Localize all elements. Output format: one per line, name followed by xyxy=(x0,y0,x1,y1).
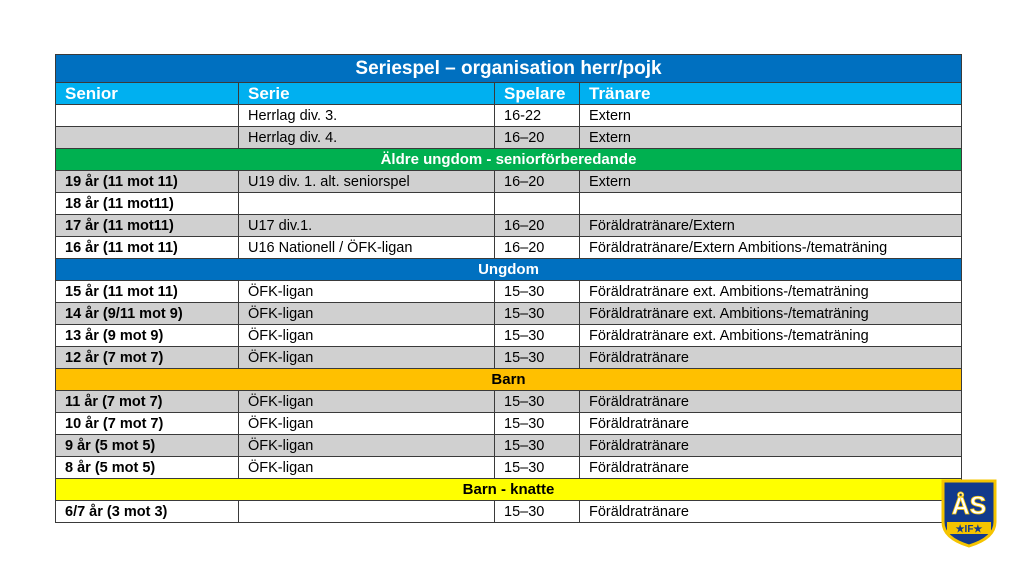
table-row: 11 år (7 mot 7) ÖFK-ligan 15–30 Föräldraträ… xyxy=(55,390,963,413)
cell-serie: U17 div.1. xyxy=(238,214,495,237)
cell-spelare: 16–20 xyxy=(494,214,580,237)
cell-spelare: 15–30 xyxy=(494,324,580,347)
cell-spelare: 15–30 xyxy=(494,434,580,457)
cell-serie: ÖFK-ligan xyxy=(238,456,495,479)
cell-tranare: Föräldratränare xyxy=(578,390,963,413)
cell-senior: 17 år (11 mot11) xyxy=(55,214,239,237)
cell-tranare: Extern xyxy=(578,104,963,127)
organisation-table: Seriespel – organisation herr/pojk Senio… xyxy=(54,54,963,523)
section-header: Barn xyxy=(54,368,963,391)
cell-tranare: Föräldratränare xyxy=(578,456,963,479)
cell-spelare: 16–20 xyxy=(494,170,580,193)
cell-serie: ÖFK-ligan xyxy=(238,412,495,435)
cell-tranare: Föräldratränare ext. Ambitions-/tematrän… xyxy=(578,324,963,347)
cell-senior: 11 år (7 mot 7) xyxy=(55,390,239,413)
table-row: Herrlag div. 4. 16–20 Extern xyxy=(55,126,963,149)
column-header-serie: Serie xyxy=(238,82,495,105)
cell-serie: ÖFK-ligan xyxy=(238,280,495,303)
section-header: Barn - knatte xyxy=(54,478,963,501)
table-row: 16 år (11 mot 11) U16 Nationell / ÖFK-lig… xyxy=(55,236,963,259)
section-header-row: Barn xyxy=(54,368,963,391)
cell-senior xyxy=(55,126,239,149)
cell-spelare: 15–30 xyxy=(494,346,580,369)
cell-senior: 9 år (5 mot 5) xyxy=(55,434,239,457)
logo-text: ÅS xyxy=(952,491,987,520)
column-header-tranare: Tränare xyxy=(578,82,963,105)
table-row: Herrlag div. 3. 16-22 Extern xyxy=(55,104,963,127)
cell-senior: 13 år (9 mot 9) xyxy=(55,324,239,347)
table-row: 10 år (7 mot 7) ÖFK-ligan 15–30 Föräldraträ… xyxy=(55,412,963,435)
cell-senior: 19 år (11 mot 11) xyxy=(55,170,239,193)
logo-subtext: ★IF★ xyxy=(956,524,983,535)
cell-tranare: Föräldratränare ext. Ambitions-/tematrän… xyxy=(578,280,963,303)
cell-senior: 18 år (11 mot11) xyxy=(55,192,239,215)
cell-serie: ÖFK-ligan xyxy=(238,302,495,325)
cell-senior: 14 år (9/11 mot 9) xyxy=(55,302,239,325)
cell-serie: ÖFK-ligan xyxy=(238,434,495,457)
cell-spelare: 15–30 xyxy=(494,456,580,479)
cell-serie xyxy=(238,500,495,523)
cell-serie: ÖFK-ligan xyxy=(238,346,495,369)
cell-senior xyxy=(55,104,239,127)
column-header-spelare: Spelare xyxy=(494,82,580,105)
cell-senior: 6/7 år (3 mot 3) xyxy=(55,500,239,523)
table-row: 14 år (9/11 mot 9) ÖFK-ligan 15–30 Föräldra… xyxy=(55,302,963,325)
cell-tranare: Föräldratränare xyxy=(578,346,963,369)
cell-senior: 16 år (11 mot 11) xyxy=(55,236,239,259)
cell-tranare: Föräldratränare/Extern xyxy=(578,214,963,237)
section-header-row: Äldre ungdom - seniorförberedande xyxy=(54,148,963,171)
cell-serie: Herrlag div. 3. xyxy=(238,104,495,127)
cell-serie: U19 div. 1. alt. seniorspel xyxy=(238,170,495,193)
section-header-row: Ungdom xyxy=(54,258,963,281)
column-header-row: Senior Serie Spelare Tränare xyxy=(55,82,963,105)
cell-tranare xyxy=(578,192,963,215)
table-row: 19 år (11 mot 11) U19 div. 1. alt. senior… xyxy=(55,170,963,193)
table-row: 8 år (5 mot 5) ÖFK-ligan 15–30 Föräldraträn… xyxy=(55,456,963,479)
cell-serie: Herrlag div. 4. xyxy=(238,126,495,149)
cell-senior: 12 år (7 mot 7) xyxy=(55,346,239,369)
cell-spelare: 15–30 xyxy=(494,500,580,523)
cell-senior: 8 år (5 mot 5) xyxy=(55,456,239,479)
cell-tranare: Extern xyxy=(578,126,963,149)
cell-tranare: Föräldratränare xyxy=(578,412,963,435)
table-row: 6/7 år (3 mot 3) 15–30 Föräldratränare xyxy=(55,500,963,523)
cell-tranare: Föräldratränare ext. Ambitions-/tematrän… xyxy=(578,302,963,325)
table-row: 13 år (9 mot 9) ÖFK-ligan 15–30 Föräldraträ… xyxy=(55,324,963,347)
section-header: Ungdom xyxy=(54,258,963,281)
cell-serie xyxy=(238,192,495,215)
cell-tranare: Extern xyxy=(578,170,963,193)
cell-senior: 10 år (7 mot 7) xyxy=(55,412,239,435)
cell-spelare: 15–30 xyxy=(494,412,580,435)
cell-spelare: 15–30 xyxy=(494,390,580,413)
section-header-row: Barn - knatte xyxy=(54,478,963,501)
table-title: Seriespel – organisation herr/pojk xyxy=(54,54,963,83)
table-row: 9 år (5 mot 5) ÖFK-ligan 15–30 Föräldraträn… xyxy=(55,434,963,457)
cell-spelare: 15–30 xyxy=(494,302,580,325)
cell-spelare: 15–30 xyxy=(494,280,580,303)
cell-serie: U16 Nationell / ÖFK-ligan xyxy=(238,236,495,259)
table-title-row: Seriespel – organisation herr/pojk xyxy=(54,54,963,83)
column-header-senior: Senior xyxy=(55,82,239,105)
table-row: 15 år (11 mot 11) ÖFK-ligan 15–30 Föräldrat… xyxy=(55,280,963,303)
cell-serie: ÖFK-ligan xyxy=(238,390,495,413)
cell-senior: 15 år (11 mot 11) xyxy=(55,280,239,303)
section-header: Äldre ungdom - seniorförberedande xyxy=(54,148,963,171)
cell-spelare xyxy=(494,192,580,215)
club-crest-icon: ÅS ★IF★ xyxy=(941,479,997,548)
cell-tranare: Föräldratränare/Extern Ambitions-/tematr… xyxy=(578,236,963,259)
cell-tranare: Föräldratränare xyxy=(578,500,963,523)
cell-tranare: Föräldratränare xyxy=(578,434,963,457)
table-row: 12 år (7 mot 7) ÖFK-ligan 15–30 Föräldraträ… xyxy=(55,346,963,369)
table-row: 18 år (11 mot11) xyxy=(55,192,963,215)
cell-spelare: 16-22 xyxy=(494,104,580,127)
cell-spelare: 16–20 xyxy=(494,236,580,259)
table-row: 17 år (11 mot11) U17 div.1. 16–20 Föräldrat… xyxy=(55,214,963,237)
cell-spelare: 16–20 xyxy=(494,126,580,149)
cell-serie: ÖFK-ligan xyxy=(238,324,495,347)
